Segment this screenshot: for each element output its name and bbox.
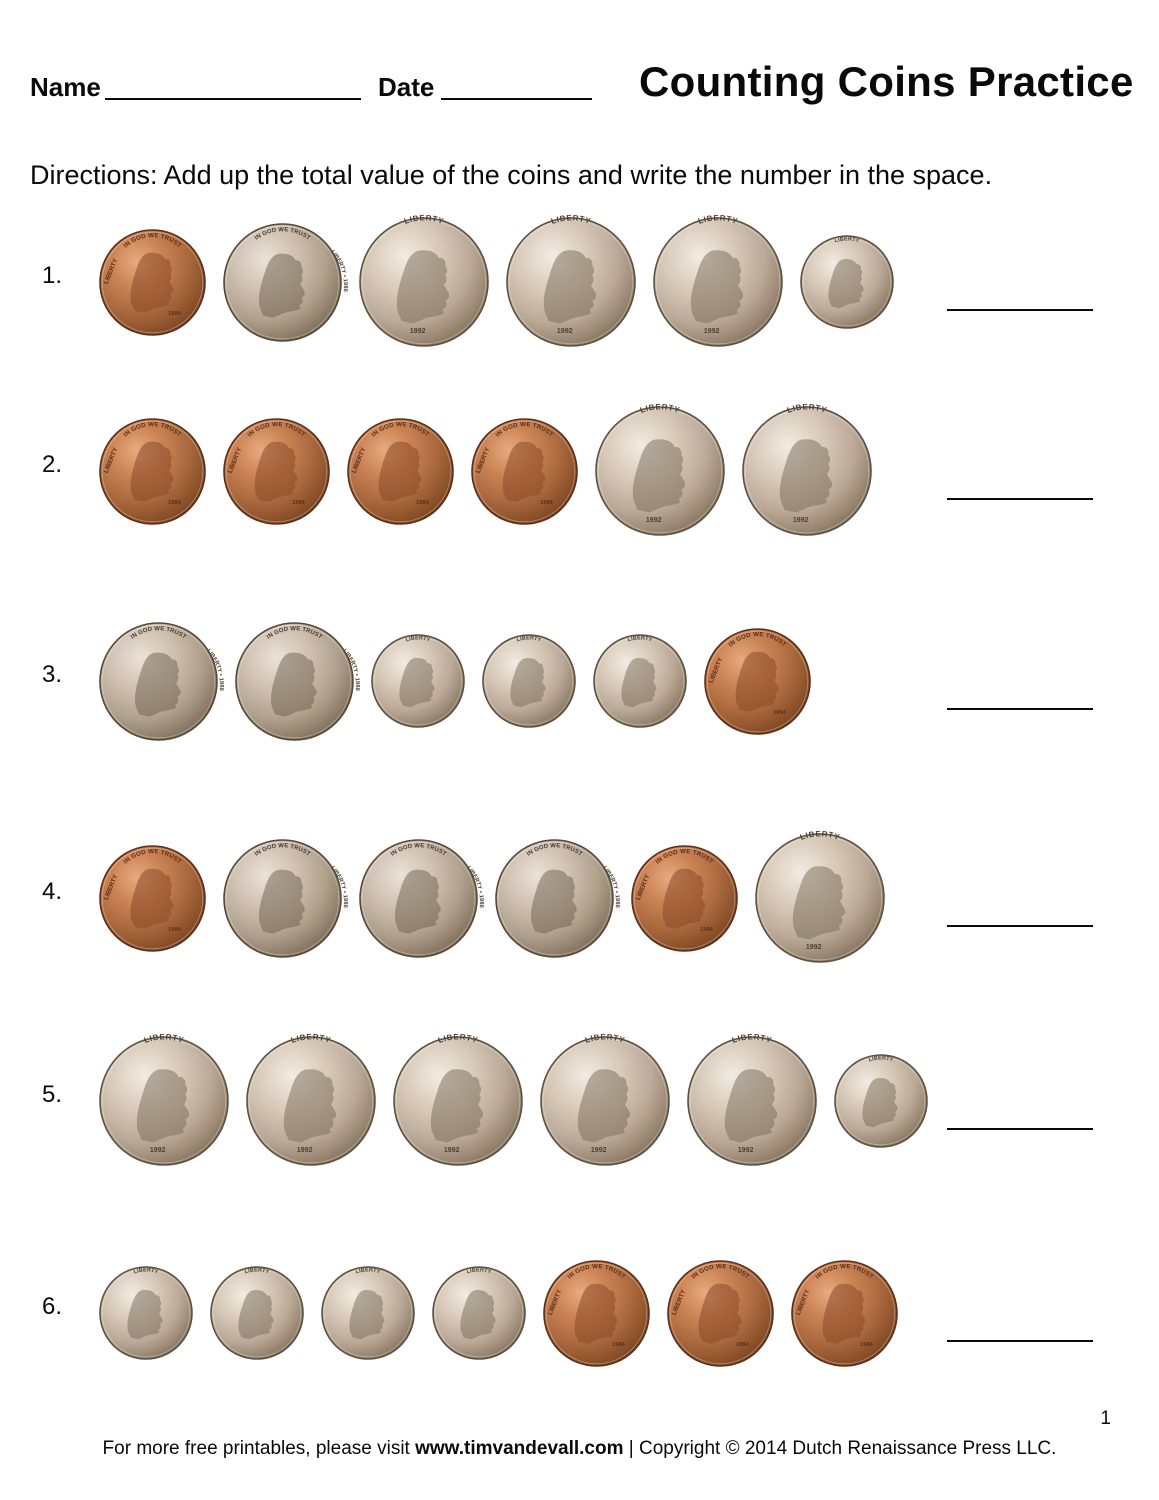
svg-text:1994: 1994 [540,500,553,506]
svg-text:1992: 1992 [410,328,426,335]
svg-text:1994: 1994 [612,1342,625,1348]
svg-text:1992: 1992 [806,944,822,951]
svg-text:1992: 1992 [591,1147,607,1154]
svg-text:1992: 1992 [793,517,809,524]
svg-text:1994: 1994 [168,927,181,933]
svg-text:1992: 1992 [557,328,573,335]
svg-text:1994: 1994 [416,500,429,506]
svg-text:1992: 1992 [704,328,720,335]
svg-text:1992: 1992 [646,517,662,524]
svg-text:1994: 1994 [168,311,181,317]
svg-text:1992: 1992 [150,1147,166,1154]
svg-text:1994: 1994 [168,500,181,506]
svg-text:1992: 1992 [297,1147,313,1154]
svg-text:1994: 1994 [860,1342,873,1348]
svg-text:1994: 1994 [736,1342,749,1348]
svg-text:1994: 1994 [773,710,786,716]
svg-text:1992: 1992 [444,1147,460,1154]
svg-text:1994: 1994 [292,500,305,506]
svg-text:1992: 1992 [738,1147,754,1154]
svg-text:1994: 1994 [700,927,713,933]
